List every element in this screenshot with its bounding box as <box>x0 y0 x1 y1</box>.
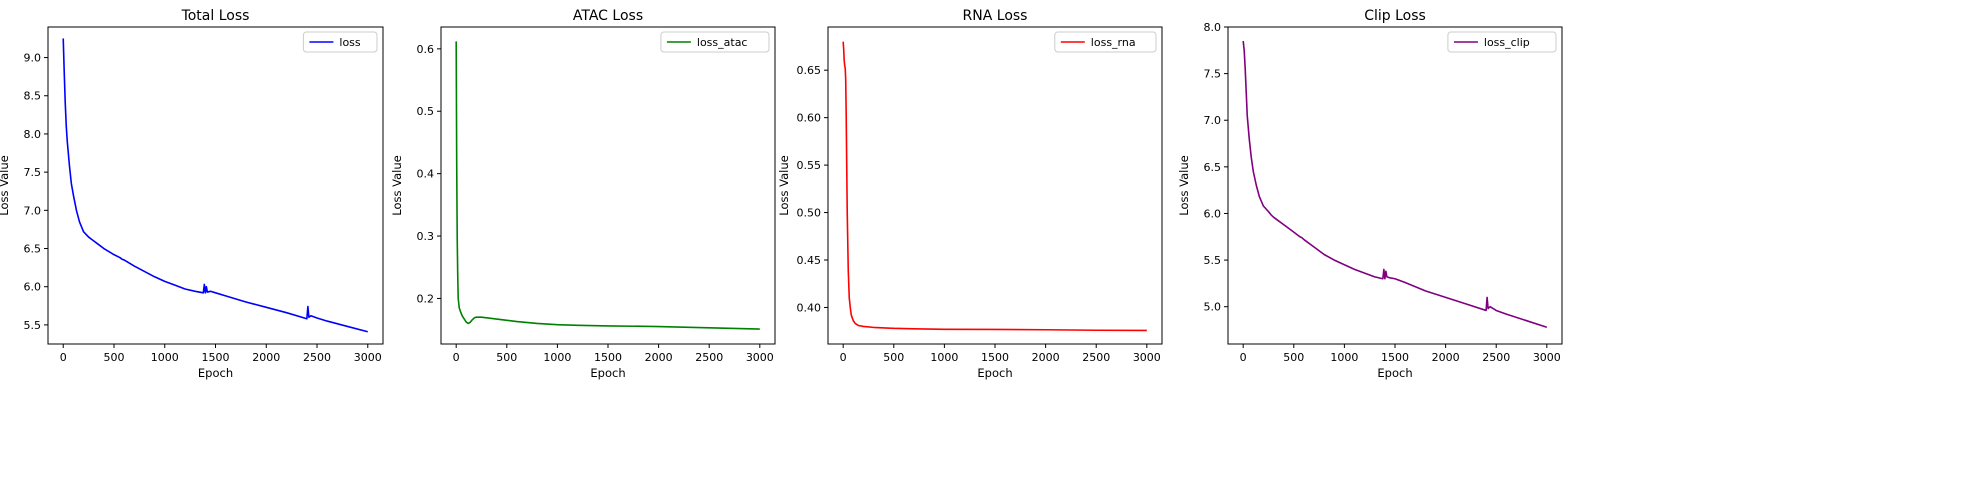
x-axis-label: Epoch <box>977 366 1012 380</box>
axes-frame <box>1227 26 1563 345</box>
y-tick-label: 0.45 <box>797 254 822 267</box>
axes-frame <box>827 26 1163 345</box>
chart-panel-4: 0 500 1000 1500 2000 2500 3000 5.0 5.5 6.0 6.5 7.0 7… <box>1177 8 1563 380</box>
y-tick-label: 0.6 <box>417 43 435 56</box>
series-line-loss <box>62 38 368 333</box>
y-tick-label: 0.4 <box>417 168 435 181</box>
y-axis-label: Loss Value <box>0 155 11 215</box>
x-tick-label: 2500 <box>695 351 723 364</box>
axes-frame <box>440 26 776 345</box>
legend-label: loss_atac <box>697 36 748 49</box>
x-tick-label: 0 <box>1240 351 1247 364</box>
x-tick-label: 2000 <box>1432 351 1460 364</box>
x-tick-label: 0 <box>840 351 847 364</box>
y-tick-label: 0.50 <box>797 207 822 220</box>
chart-panel-2: 0 500 1000 1500 2000 2500 3000 0.2 0.3 0.4 0.5 0.6 A… <box>390 8 776 380</box>
y-tick-label: 0.60 <box>797 112 822 125</box>
x-tick-label: 2500 <box>303 351 331 364</box>
x-tick-label: 500 <box>103 351 124 364</box>
y-tick-label: 0.3 <box>417 230 435 243</box>
legend-label: loss <box>339 36 361 49</box>
legend-box <box>1447 31 1557 53</box>
y-tick-label: 0.55 <box>797 159 822 172</box>
x-tick-label: 2500 <box>1482 351 1510 364</box>
y-tick-label: 6.0 <box>24 281 42 294</box>
x-tick-label: 1000 <box>151 351 179 364</box>
x-tick-label: 2500 <box>1082 351 1110 364</box>
x-tick-label: 2000 <box>645 351 673 364</box>
y-tick-label: 0.2 <box>417 292 435 305</box>
y-tick-label: 7.5 <box>1204 68 1222 81</box>
y-tick-label: 8.5 <box>24 90 42 103</box>
series-line-loss_clip <box>1242 40 1548 328</box>
legend-label: loss_rna <box>1091 36 1136 49</box>
y-tick-label: 7.0 <box>24 204 42 217</box>
x-tick-label: 3000 <box>746 351 774 364</box>
x-tick-label: 0 <box>60 351 67 364</box>
legend-box <box>660 31 770 53</box>
x-tick-label: 3000 <box>354 351 382 364</box>
y-tick-label: 5.5 <box>1204 254 1222 267</box>
chart-title: Clip Loss <box>1364 8 1426 24</box>
x-tick-label: 2000 <box>252 351 280 364</box>
chart-title: RNA Loss <box>963 8 1028 24</box>
y-tick-label: 7.5 <box>24 166 42 179</box>
y-tick-label: 8.0 <box>24 128 42 141</box>
y-tick-label: 0.40 <box>797 301 822 314</box>
x-axis-label: Epoch <box>1377 366 1412 380</box>
chart-title: ATAC Loss <box>573 8 643 24</box>
x-tick-label: 500 <box>496 351 517 364</box>
x-tick-label: 0 <box>453 351 460 364</box>
y-tick-label: 6.5 <box>1204 161 1222 174</box>
x-axis-label: Epoch <box>590 366 625 380</box>
y-tick-label: 5.5 <box>24 319 42 332</box>
x-tick-label: 1500 <box>981 351 1009 364</box>
x-tick-label: 500 <box>1283 351 1304 364</box>
x-tick-label: 1000 <box>1330 351 1358 364</box>
x-tick-label: 1000 <box>930 351 958 364</box>
x-tick-label: 1500 <box>594 351 622 364</box>
y-tick-label: 7.0 <box>1204 114 1222 127</box>
y-tick-label: 5.0 <box>1204 301 1222 314</box>
legend-box <box>302 31 378 53</box>
legend-label: loss_clip <box>1484 36 1530 49</box>
y-tick-label: 9.0 <box>24 52 42 65</box>
y-tick-label: 6.5 <box>24 243 42 256</box>
x-tick-label: 500 <box>883 351 904 364</box>
x-tick-label: 3000 <box>1133 351 1161 364</box>
y-tick-label: 0.65 <box>797 64 822 77</box>
x-tick-label: 3000 <box>1533 351 1561 364</box>
legend-box <box>1054 31 1157 53</box>
x-tick-label: 2000 <box>1032 351 1060 364</box>
y-tick-label: 8.0 <box>1204 21 1222 34</box>
y-tick-label: 0.5 <box>417 105 435 118</box>
y-axis-label: Loss Value <box>390 155 404 215</box>
x-tick-label: 1500 <box>202 351 230 364</box>
chart-title: Total Loss <box>181 8 250 24</box>
chart-panel-3: 0 500 1000 1500 2000 2500 3000 0.40 0.45 0.50 0.55… <box>777 8 1163 380</box>
series-line-loss_atac <box>455 41 760 330</box>
y-axis-label: Loss Value <box>1177 155 1191 215</box>
x-tick-label: 1000 <box>543 351 571 364</box>
x-axis-label: Epoch <box>198 366 233 380</box>
chart-panel-1: 0 500 1000 1500 2000 2500 3000 5.5 6.0 6.5 7.0 7.5 8… <box>0 8 384 380</box>
series-line-loss_rna <box>842 41 1147 332</box>
y-axis-label: Loss Value <box>777 155 791 215</box>
y-tick-label: 6.0 <box>1204 207 1222 220</box>
axes-frame <box>47 26 384 345</box>
x-tick-label: 1500 <box>1381 351 1409 364</box>
